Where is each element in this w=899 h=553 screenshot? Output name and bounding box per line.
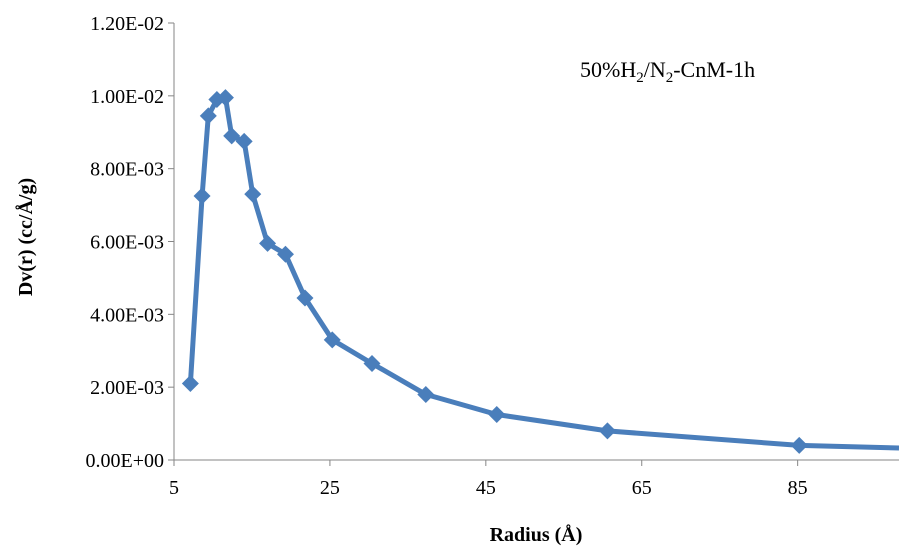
data-point-marker	[223, 127, 241, 145]
data-point-marker	[363, 354, 381, 372]
series-markers	[181, 89, 808, 454]
data-point-marker	[276, 245, 294, 263]
x-tick-label: 85	[788, 477, 808, 499]
data-point-marker	[488, 405, 506, 423]
data-point-marker	[417, 385, 435, 403]
data-point-marker	[181, 375, 199, 393]
x-axis-ticks: 5 25 45 65 85	[169, 460, 808, 499]
data-point-marker	[259, 234, 277, 252]
y-tick-label: 6.00E-03	[90, 232, 164, 254]
data-point-marker	[598, 422, 616, 440]
x-tick-label: 45	[476, 477, 496, 499]
y-tick-label: 0.00E+00	[86, 450, 165, 472]
x-tick-label: 25	[320, 477, 340, 499]
data-point-marker	[244, 185, 262, 203]
data-point-marker	[216, 89, 234, 107]
y-axis-title: Dv(r) (cc/Å/g)	[14, 178, 37, 296]
data-point-marker	[235, 132, 253, 150]
y-tick-label: 1.20E-02	[90, 13, 164, 35]
y-tick-label: 1.00E-02	[90, 86, 164, 108]
data-point-marker	[193, 187, 211, 205]
y-tick-label: 4.00E-03	[90, 304, 164, 326]
x-tick-label: 5	[169, 477, 179, 499]
data-point-marker	[323, 331, 341, 349]
data-point-marker	[790, 436, 808, 454]
y-tick-label: 8.00E-03	[90, 159, 164, 181]
data-point-marker	[296, 289, 314, 307]
annotation-label: 50%H2/N2-CnM-1h	[580, 57, 755, 86]
data-point-marker	[199, 107, 217, 125]
y-axis-ticks: 0.00E+00 2.00E-03 4.00E-03 6.00E-03 8.00E-03…	[86, 13, 174, 472]
y-tick-label: 2.00E-03	[90, 377, 164, 399]
x-axis-title: Radius (Å)	[490, 523, 583, 546]
series-line	[187, 95, 899, 451]
x-tick-label: 65	[632, 477, 652, 499]
